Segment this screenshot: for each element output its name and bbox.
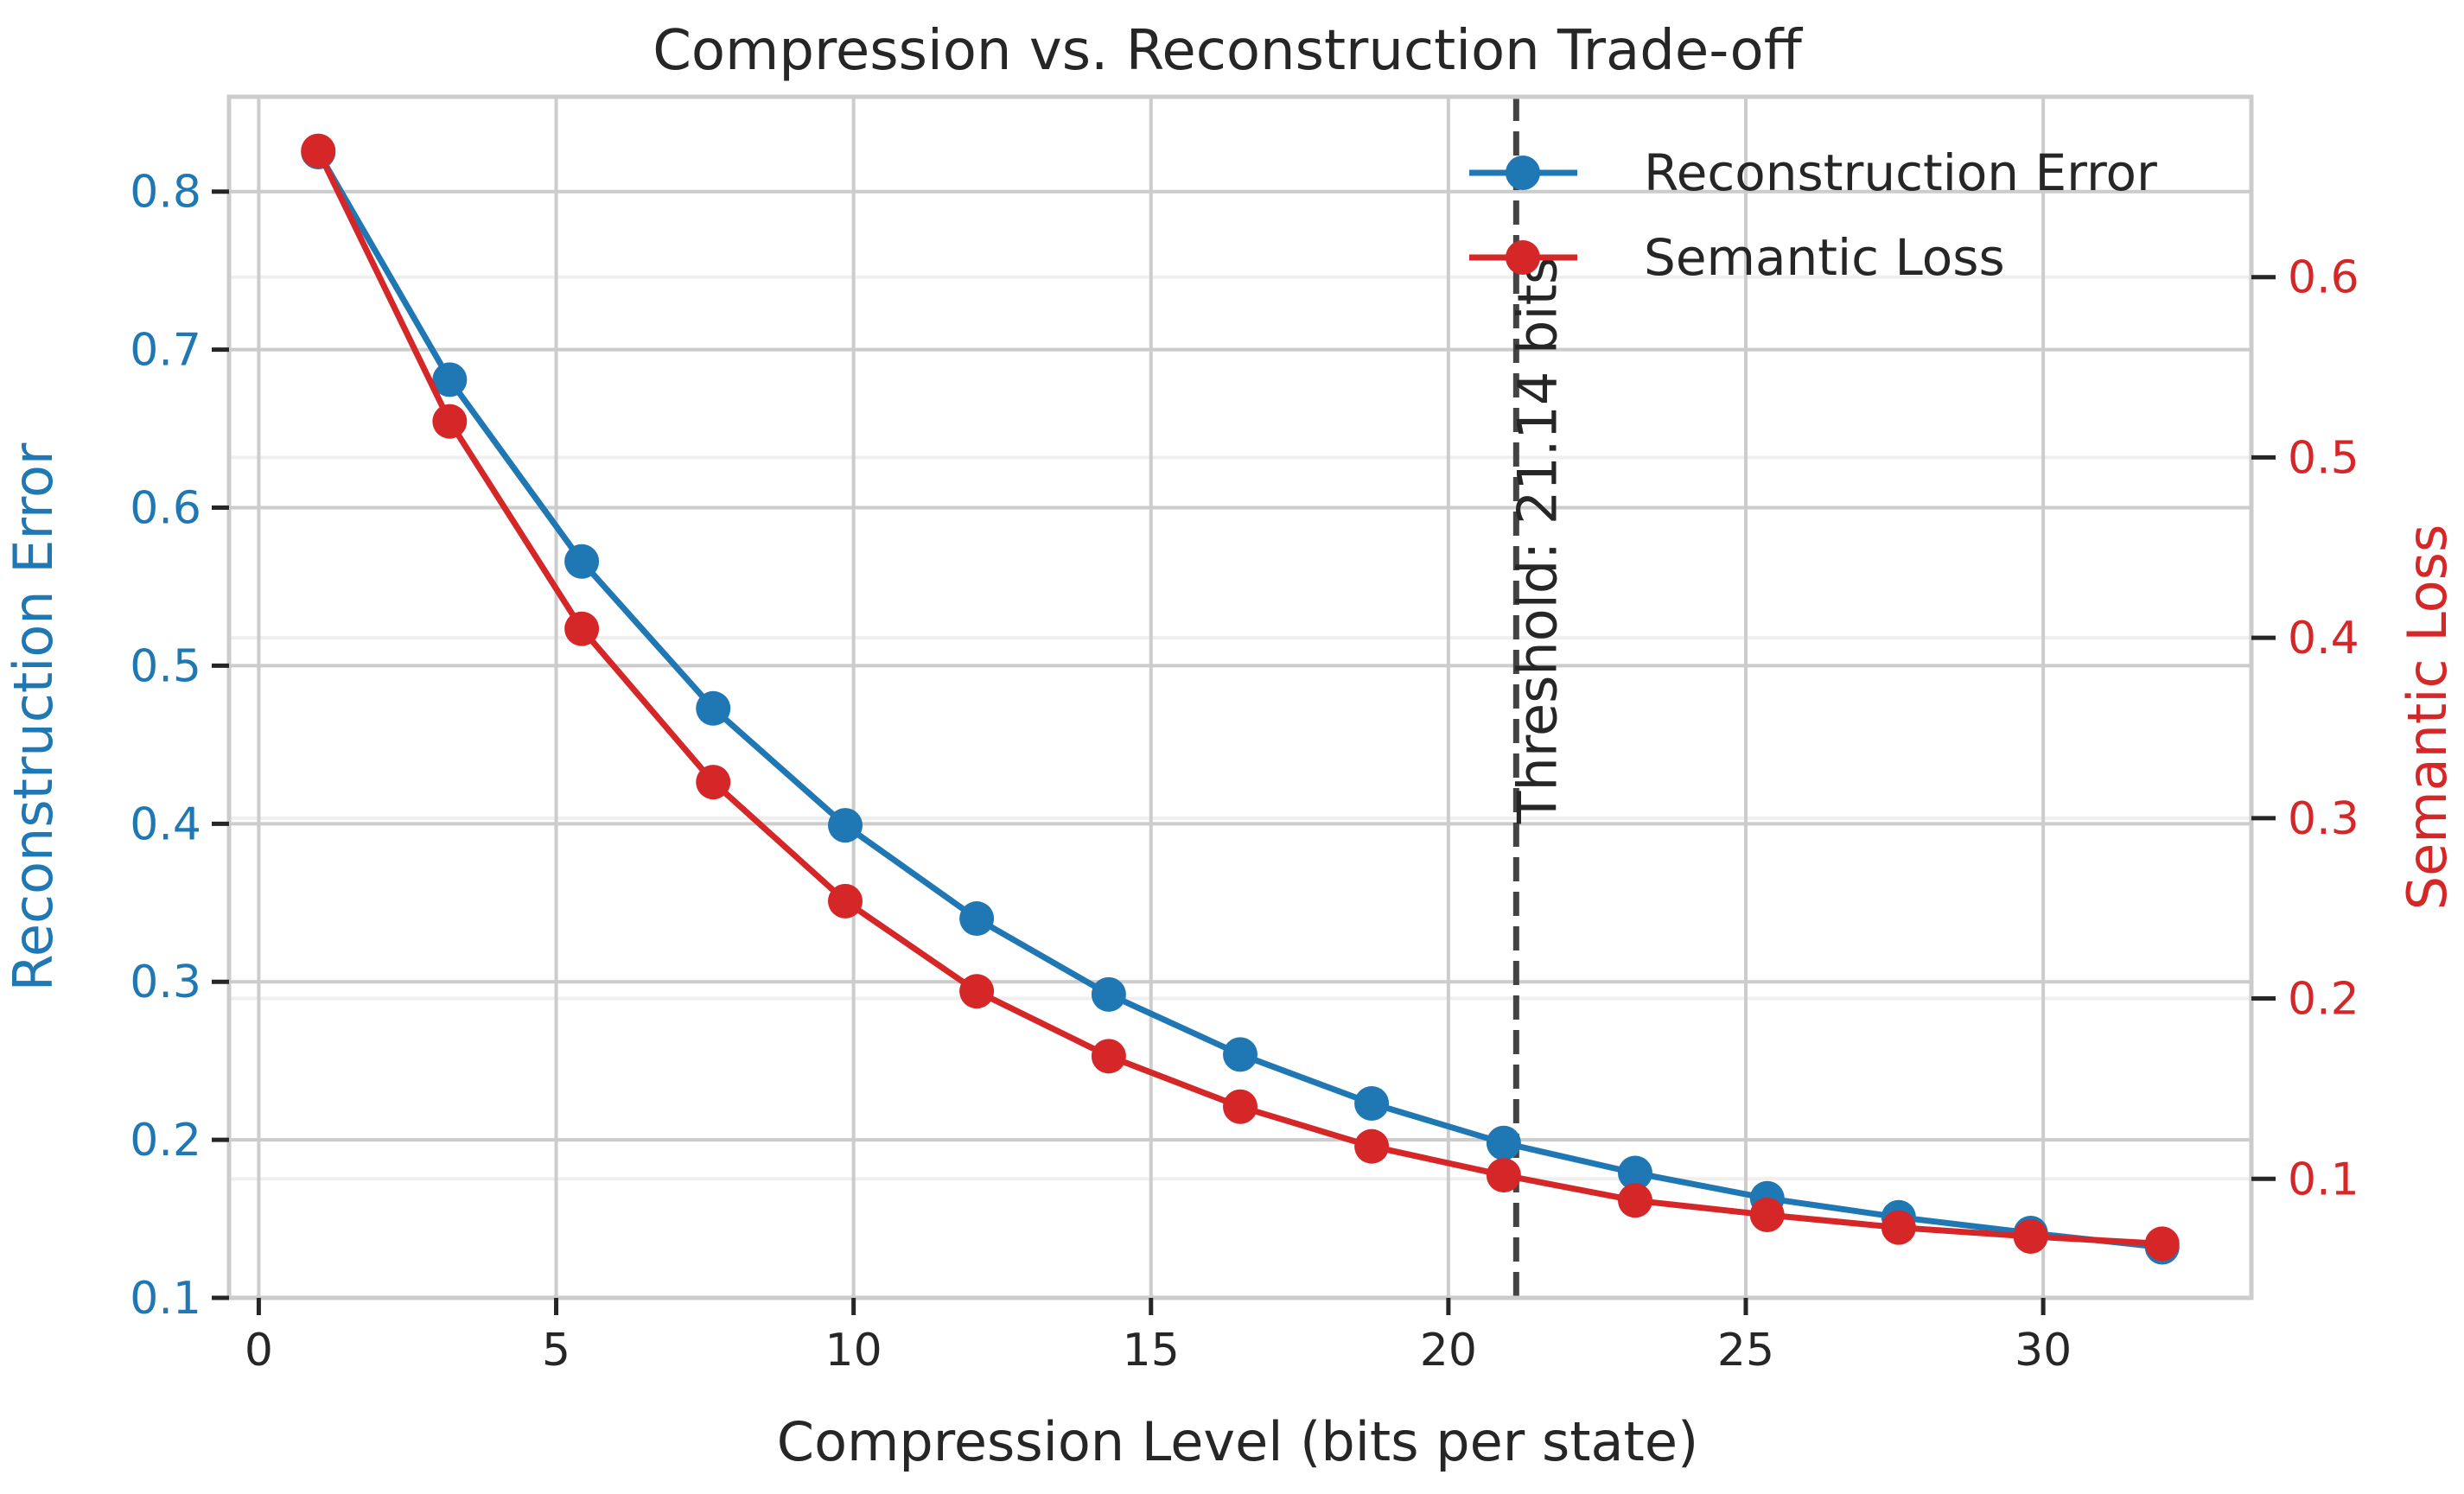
series-1-point-2 — [564, 611, 600, 646]
series-1-point-7 — [1223, 1089, 1257, 1124]
left-tick-label-7: 0.8 — [130, 167, 201, 219]
x-tick-label-5: 25 — [1717, 1325, 1774, 1376]
legend-marker-1 — [1506, 240, 1540, 275]
plot-frame — [226, 94, 2254, 1300]
right-axis-title: Semantic Loss — [2396, 524, 2459, 911]
x-tick-label-1: 5 — [542, 1325, 570, 1376]
left-tick-label-1: 0.2 — [130, 1115, 201, 1167]
left-tick-label-2: 0.3 — [130, 957, 201, 1008]
series-1-point-5 — [959, 974, 995, 1009]
series-0-point-4 — [828, 808, 863, 843]
series-0-point-3 — [696, 690, 731, 726]
right-tick-label-3: 0.4 — [2288, 613, 2359, 664]
series-1-point-4 — [828, 883, 863, 919]
right-tick-label-5: 0.6 — [2288, 252, 2359, 304]
series-0-point-8 — [1354, 1086, 1390, 1122]
left-tick-label-4: 0.5 — [130, 640, 201, 692]
legend-marker-0 — [1506, 156, 1540, 190]
series-0-point-5 — [959, 901, 995, 937]
series-1-point-0 — [301, 133, 336, 168]
legend-label-1: Semantic Loss — [1644, 228, 2005, 287]
axes: 0 5 10 15 20 25 30 0.1 0.2 0.3 0.4 0.5 0.6 0.7 0.8 0.1 0… — [130, 167, 2359, 1376]
x-axis-title: Compression Level (bits per state) — [777, 1410, 1698, 1473]
series-0-point-2 — [564, 544, 600, 579]
x-tick-label-0: 0 — [245, 1325, 273, 1376]
left-tick-label-0: 0.1 — [130, 1273, 201, 1325]
series-1-point-10 — [1617, 1183, 1652, 1218]
series-1-point-8 — [1354, 1128, 1390, 1164]
right-tick-label-0: 0.1 — [2288, 1154, 2359, 1205]
series-1-point-13 — [2013, 1219, 2048, 1255]
threshold: Threshold: 21.14 bits — [1506, 97, 1569, 1298]
series-0-point-10 — [1617, 1155, 1652, 1191]
series-1-point-12 — [1881, 1210, 1916, 1245]
series-0-point-9 — [1486, 1125, 1521, 1160]
legend: Reconstruction Error Semantic Loss — [1469, 143, 2157, 287]
x-tick-label-2: 10 — [825, 1325, 882, 1376]
right-tick-label-1: 0.2 — [2288, 974, 2359, 1026]
series-1-point-3 — [696, 765, 731, 800]
series-1-point-14 — [2144, 1226, 2180, 1262]
series-0-point-1 — [432, 362, 468, 397]
right-tick-label-2: 0.3 — [2288, 793, 2359, 845]
right-tick-label-4: 0.5 — [2288, 432, 2359, 484]
x-tick-label-3: 15 — [1123, 1325, 1180, 1376]
series-0-point-7 — [1223, 1037, 1257, 1072]
left-tick-label-3: 0.4 — [130, 798, 201, 850]
x-tick-label-6: 30 — [2015, 1325, 2072, 1376]
series-1-point-9 — [1486, 1158, 1521, 1193]
series-layer — [301, 133, 2180, 1265]
left-axis-title: Reconstruction Error — [2, 442, 65, 991]
legend-label-0: Reconstruction Error — [1644, 143, 2157, 202]
left-tick-label-5: 0.6 — [130, 483, 201, 535]
chart-title: Compression vs. Reconstruction Trade-off — [653, 19, 1804, 83]
threshold-label: Threshold: 21.14 bits — [1506, 257, 1569, 825]
x-tick-label-4: 20 — [1420, 1325, 1477, 1376]
series-1-point-1 — [432, 404, 468, 439]
series-1-point-6 — [1091, 1039, 1126, 1074]
series-1-point-11 — [1749, 1197, 1785, 1232]
series-0-point-6 — [1091, 976, 1126, 1012]
left-tick-label-6: 0.7 — [130, 325, 201, 377]
